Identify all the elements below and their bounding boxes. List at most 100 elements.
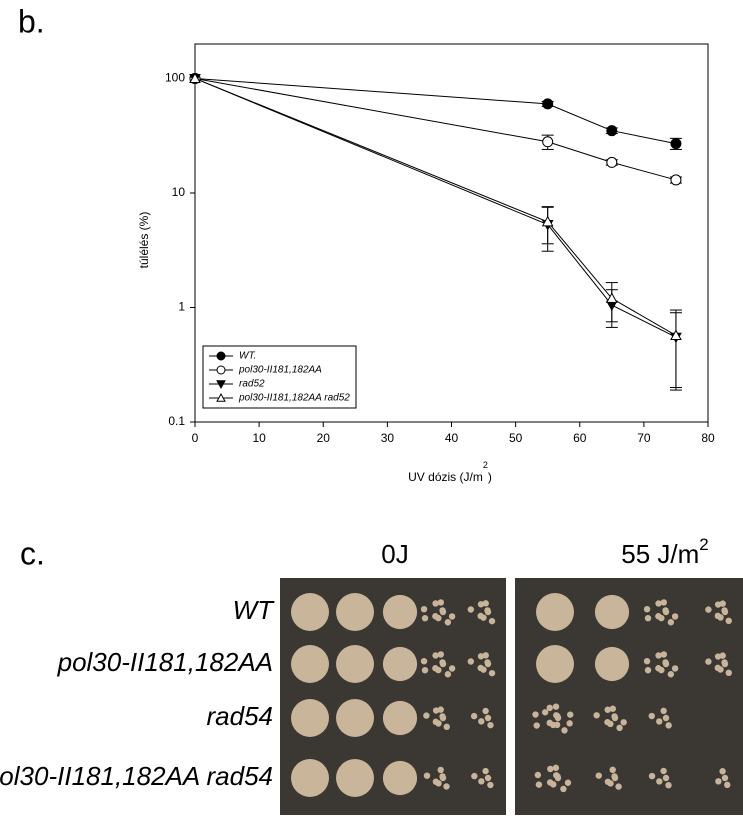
colony (439, 713, 446, 720)
series-line (194, 78, 677, 338)
colony (644, 614, 652, 622)
colony (423, 712, 430, 719)
colony (535, 781, 543, 788)
row-label: rad54 (207, 701, 274, 731)
colony (660, 599, 668, 606)
marker (670, 329, 682, 340)
colony (671, 665, 679, 672)
colony (550, 781, 557, 788)
colony (611, 713, 618, 720)
colony (484, 774, 492, 782)
colony (717, 614, 724, 621)
colony (658, 614, 665, 622)
colony (721, 607, 728, 614)
colony (658, 666, 665, 674)
column-header-sup: 2 (699, 535, 708, 554)
y-tick-label: 10 (172, 185, 186, 199)
colony-spot (382, 646, 418, 682)
colony (423, 772, 431, 779)
x-tick-label: 80 (701, 431, 715, 445)
colony (482, 707, 489, 715)
colony (552, 764, 560, 772)
colony (553, 712, 560, 719)
colony (546, 704, 553, 712)
x-tick-label: 20 (317, 431, 331, 445)
colony (482, 600, 489, 607)
colony-spot (382, 594, 418, 630)
x-axis-label: UV dózis (J/m2) (408, 460, 492, 484)
colony (437, 599, 445, 606)
colony (724, 781, 731, 789)
colony (648, 772, 656, 780)
colony (566, 720, 573, 727)
x-label-text: UV dózis (J/m (408, 470, 483, 484)
legend-label: rad52 (239, 379, 265, 390)
colony (564, 779, 572, 786)
colony-spot (336, 759, 374, 797)
colony-spot (336, 645, 374, 683)
colony (719, 768, 726, 775)
marker (216, 392, 226, 402)
colony (643, 605, 651, 613)
marker (541, 215, 554, 227)
colony-spot (536, 645, 574, 683)
colony-spot (382, 700, 418, 736)
y-tick-label: 1 (178, 300, 185, 314)
colony (487, 721, 494, 729)
colony (482, 652, 489, 659)
colony (439, 607, 446, 614)
colony (662, 659, 669, 666)
marker (605, 292, 618, 303)
colony (480, 614, 487, 621)
colony (477, 601, 485, 608)
colony (714, 601, 722, 608)
colony (448, 613, 456, 620)
colony (655, 600, 662, 607)
marker (606, 156, 618, 168)
marker (542, 98, 554, 110)
colony (655, 652, 662, 659)
x-tick-label: 40 (445, 431, 459, 445)
colony (665, 722, 672, 729)
x-tick-label: 70 (637, 431, 651, 445)
colony (561, 727, 568, 734)
colony (435, 720, 442, 727)
colony (607, 780, 614, 787)
colony (662, 607, 669, 614)
colony (435, 780, 442, 787)
series-line (194, 77, 677, 145)
x-tick-label: 30 (381, 431, 395, 445)
colony (484, 607, 491, 614)
marker (606, 125, 618, 137)
colony (467, 658, 475, 665)
legend-label: pol30-II181,182AA rad52 (238, 393, 350, 404)
x-label-sup: 2 (483, 460, 488, 470)
colony (721, 659, 728, 666)
row-label: pol30-II181,182AA (57, 647, 273, 677)
colony (609, 766, 616, 774)
colony (553, 721, 561, 729)
colony (541, 709, 549, 716)
colony (420, 657, 428, 665)
colony (643, 657, 651, 665)
colony (714, 653, 722, 660)
colony (443, 723, 450, 731)
colony-spot (536, 593, 574, 631)
colony-spot (336, 699, 374, 737)
colony (478, 778, 485, 785)
colony-spot (594, 646, 630, 682)
colony (420, 605, 428, 613)
marker (542, 136, 554, 148)
colony (444, 671, 452, 678)
colony (439, 659, 446, 666)
colony (660, 707, 667, 715)
y-axis-label: túlélés (%) (137, 212, 151, 269)
row-label: pol30-II181,182AA rad54 (0, 761, 273, 791)
colony (421, 666, 429, 674)
colony (432, 600, 439, 607)
colony (593, 712, 600, 719)
colony (725, 617, 732, 625)
colony (467, 606, 475, 613)
colony-spot (291, 593, 329, 631)
colony (471, 772, 478, 780)
